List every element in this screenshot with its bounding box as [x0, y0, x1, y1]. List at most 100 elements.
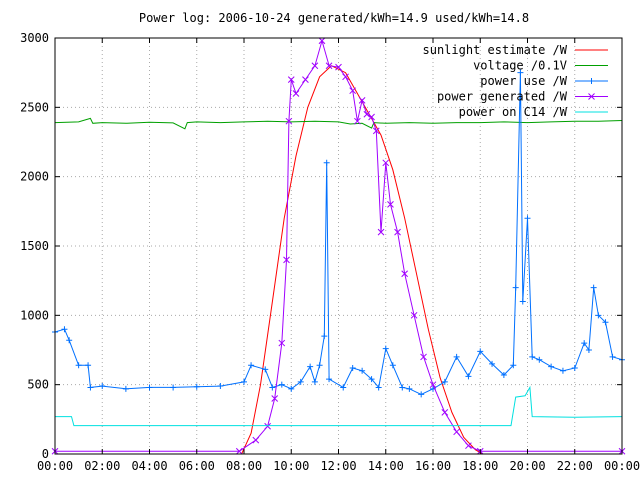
- x-tick-label: 22:00: [557, 459, 593, 473]
- grid-layer: [55, 38, 622, 454]
- y-tick-label: 1500: [20, 239, 49, 253]
- tick-layer: 0 500 1000 1500 2000 2500 3000 00:00 02:00 04:00 0…: [20, 31, 640, 473]
- series-2-point: [61, 326, 68, 333]
- y-tick-label: 2000: [20, 170, 49, 184]
- series-2-point: [217, 383, 224, 390]
- series-2-point: [529, 353, 536, 360]
- series-3-group: [51, 37, 626, 455]
- series-3-point: [271, 395, 279, 402]
- series-2-point: [307, 363, 314, 370]
- legend-marker: [588, 93, 595, 100]
- series-3-point: [325, 62, 333, 70]
- x-tick-label: 08:00: [226, 459, 262, 473]
- x-tick-label: 20:00: [509, 459, 545, 473]
- series-3-point: [358, 97, 366, 104]
- series-3-point: [349, 87, 357, 95]
- series-2-point: [602, 319, 609, 326]
- legend-marker: [588, 78, 595, 84]
- series-3-point: [441, 409, 449, 416]
- series-3-point: [410, 311, 418, 319]
- series-3-point: [354, 117, 361, 125]
- series-2-point: [517, 69, 524, 76]
- series-3-point: [278, 339, 286, 347]
- series-1-line: [54, 117, 623, 130]
- series-3-point: [394, 228, 401, 236]
- series-3-point: [285, 117, 293, 125]
- series-2-point: [241, 378, 247, 385]
- y-tick-label: 0: [42, 447, 49, 461]
- series-2-point: [453, 353, 460, 360]
- y-tick-label: 3000: [20, 31, 49, 45]
- series-2-point: [477, 348, 484, 355]
- series-3-point: [429, 381, 437, 389]
- series-2-point: [441, 378, 448, 385]
- y-tick-label: 500: [27, 378, 49, 392]
- series-3-point: [453, 428, 460, 436]
- series-4-line: [55, 385, 623, 427]
- series-2-point: [519, 298, 526, 305]
- x-tick-label: 12:00: [320, 459, 356, 473]
- series-2-point: [418, 391, 425, 398]
- x-tick-label: 02:00: [84, 459, 120, 473]
- series-2-point: [548, 363, 555, 370]
- series-2-point: [349, 365, 356, 372]
- series-3-point: [292, 90, 300, 97]
- series-2-point: [359, 367, 366, 374]
- series-2-point: [590, 284, 597, 291]
- series-2-point: [248, 362, 255, 369]
- x-tick-label: 16:00: [415, 459, 451, 473]
- series-3-point: [465, 442, 472, 450]
- series-2-point: [321, 333, 328, 340]
- series-4-group: [55, 385, 623, 427]
- series-2-point: [585, 347, 592, 353]
- series-2-point: [524, 215, 531, 222]
- x-tick-label: 00:00: [37, 459, 73, 473]
- series-2-point: [512, 284, 519, 291]
- series-2-point: [609, 353, 616, 360]
- series-3-point: [318, 37, 326, 45]
- series-2-point: [368, 376, 375, 383]
- series-2-point: [146, 384, 153, 391]
- series-3-point: [335, 63, 342, 71]
- series-3-point: [287, 76, 295, 83]
- legend-label: power on C14 /W: [459, 105, 568, 119]
- series-2-point: [87, 384, 94, 391]
- series-2-point: [489, 360, 496, 367]
- series-3-point: [387, 201, 394, 208]
- series-3-point: [372, 127, 380, 135]
- series-2-point: [66, 337, 73, 344]
- legend-label: power generated /W: [437, 90, 568, 104]
- x-tick-label: 00:00: [604, 459, 640, 473]
- series-2-point: [375, 384, 382, 391]
- series-2-point: [536, 356, 543, 363]
- series-3-point: [252, 436, 260, 444]
- series-3-point: [420, 353, 427, 361]
- series-2-point: [170, 384, 177, 391]
- chart-title: Power log: 2006-10-24 generated/kWh=14.9…: [139, 11, 529, 25]
- series-2-point: [193, 383, 200, 390]
- series-2-point: [399, 384, 406, 391]
- series-3-point: [363, 110, 371, 118]
- series-2-point: [465, 373, 472, 380]
- series-2-point: [326, 376, 333, 383]
- x-tick-label: 06:00: [179, 459, 215, 473]
- series-2-point: [122, 385, 129, 392]
- series-3-point: [235, 447, 243, 455]
- legend-label: sunlight estimate /W: [423, 43, 568, 57]
- series-1-group: [54, 117, 623, 130]
- series-3-point: [368, 113, 375, 121]
- series-3-point: [283, 256, 290, 264]
- x-tick-label: 10:00: [273, 459, 309, 473]
- x-tick-label: 04:00: [131, 459, 167, 473]
- series-2-point: [595, 312, 602, 319]
- series-2-point: [278, 381, 285, 388]
- series-3-point: [302, 76, 309, 83]
- series-3-point: [377, 228, 385, 236]
- series-3-point: [342, 73, 349, 81]
- y-tick-label: 2500: [20, 100, 49, 114]
- series-3-point: [401, 270, 409, 278]
